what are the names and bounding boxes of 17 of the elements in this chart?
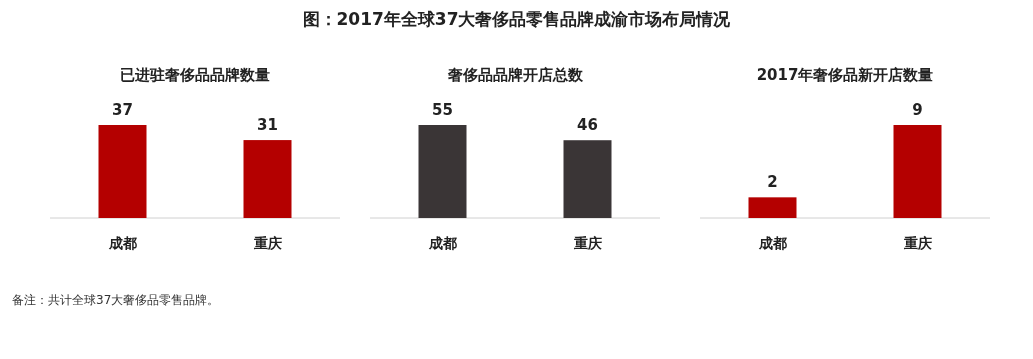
chart-title: 已进驻奢侈品品牌数量 <box>120 66 270 84</box>
data-label: 37 <box>112 101 133 119</box>
x-tick-label: 重庆 <box>902 235 932 251</box>
x-tick-label: 成都 <box>757 235 787 251</box>
data-label: 31 <box>257 116 278 135</box>
x-tick-label: 成都 <box>427 235 457 251</box>
x-tick-label: 重庆 <box>572 235 602 251</box>
text: 图：2017年全球37大奢侈品零售品牌成渝市场布局情况 <box>301 8 732 31</box>
x-tick-label: 成都 <box>107 235 137 251</box>
data-label: 2 <box>767 173 778 192</box>
data-label: 55 <box>432 101 453 119</box>
chart-title: 2017年奢侈品新开店数量 <box>756 66 934 84</box>
chart-title: 奢侈品品牌开店总数 <box>446 66 584 84</box>
text: 备注：共计全球37大奢侈品零售品牌。 <box>12 292 221 309</box>
data-label: 46 <box>577 116 598 135</box>
data-label: 9 <box>912 101 923 119</box>
x-tick-label: 重庆 <box>252 235 282 251</box>
